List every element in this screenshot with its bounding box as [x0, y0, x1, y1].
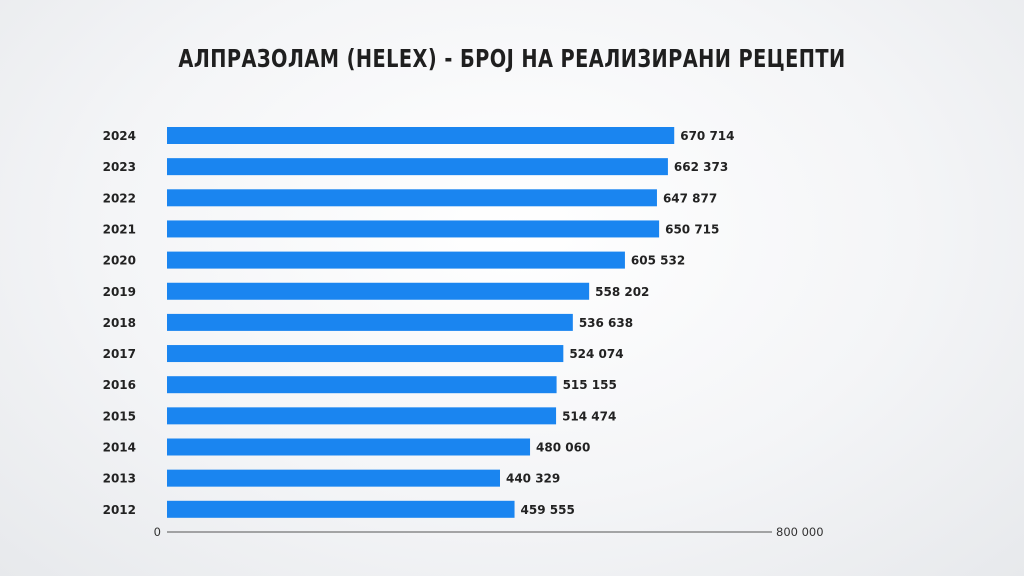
category-label-2024: 2024	[103, 129, 136, 143]
x-tick-label-1: 800 000	[776, 525, 824, 539]
category-label-2016: 2016	[103, 378, 136, 392]
bar-2017	[167, 345, 564, 363]
category-label-2015: 2015	[103, 409, 136, 423]
x-ticks-group: 0 800 000	[154, 525, 824, 539]
value-label-2022: 647 877	[663, 191, 717, 205]
value-label-2017: 524 074	[569, 347, 623, 361]
value-label-2021: 650 715	[665, 222, 719, 236]
value-label-2020: 605 532	[631, 254, 685, 268]
bar-2023	[167, 158, 668, 176]
bar-2015	[167, 407, 557, 425]
bar-2014	[167, 438, 531, 456]
category-label-2018: 2018	[103, 316, 136, 330]
category-label-2022: 2022	[103, 191, 136, 205]
chart-title: АЛПРАЗОЛАМ (HELEX) - БРОЈ НА РЕАЛИЗИРАНИ…	[178, 44, 846, 73]
category-label-2019: 2019	[103, 285, 136, 299]
bar-2022	[167, 189, 657, 207]
value-label-2023: 662 373	[674, 160, 728, 174]
bar-2016	[167, 376, 557, 394]
category-label-2013: 2013	[103, 472, 136, 486]
category-label-2017: 2017	[103, 347, 136, 361]
value-label-2018: 536 638	[579, 316, 633, 330]
x-tick-label-0: 0	[154, 525, 161, 539]
bar-2012	[167, 500, 515, 518]
category-label-2012: 2012	[103, 503, 136, 517]
category-label-2014: 2014	[103, 441, 136, 455]
value-label-2013: 440 329	[506, 472, 560, 486]
value-label-2014: 480 060	[536, 441, 590, 455]
bar-2021	[167, 220, 660, 238]
category-label-2020: 2020	[103, 254, 136, 268]
value-label-2015: 514 474	[562, 409, 616, 423]
category-label-2021: 2021	[103, 222, 136, 236]
bar-2013	[167, 469, 500, 487]
bar-2018	[167, 313, 573, 331]
value-label-2024: 670 714	[680, 129, 734, 143]
value-label-2012: 459 555	[521, 503, 575, 517]
bar-2020	[167, 251, 625, 269]
bar-2019	[167, 282, 590, 300]
category-label-2023: 2023	[103, 160, 136, 174]
value-label-2019: 558 202	[595, 285, 649, 299]
value-label-2016: 515 155	[563, 378, 617, 392]
bars-group: 2024 670 714 2023 662 373 2022 647 877 2021 650…	[103, 127, 735, 518]
bar-2024	[167, 127, 675, 144]
